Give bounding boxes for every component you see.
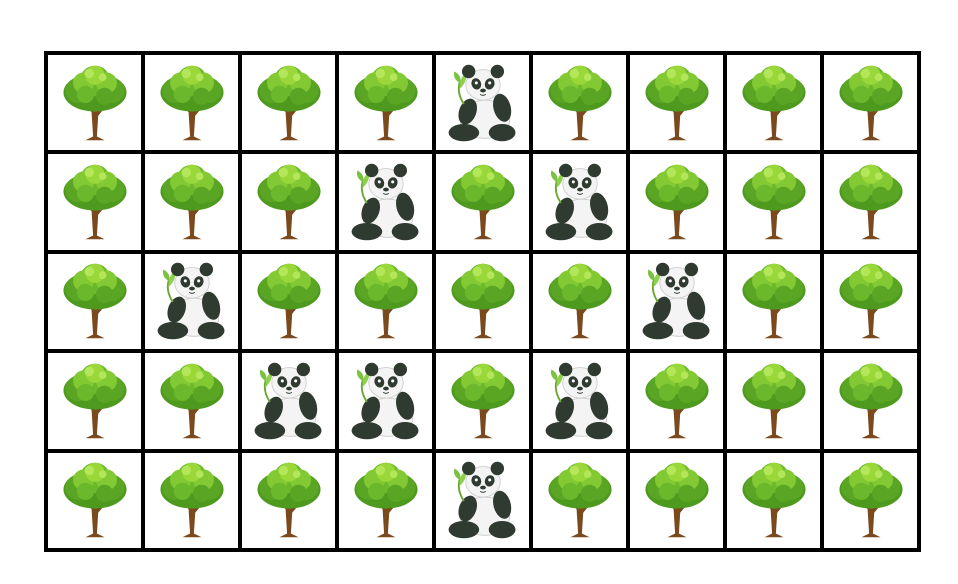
game-board — [44, 51, 921, 552]
tree-icon — [541, 457, 619, 543]
tree-icon — [735, 60, 813, 146]
tree-icon — [444, 159, 522, 245]
board-cell-r4-c3[interactable] — [242, 353, 335, 449]
panda-icon — [638, 258, 716, 344]
board-cell-r3-c7[interactable] — [630, 253, 723, 350]
board-cell-r5-c1[interactable] — [48, 452, 141, 548]
board-cell-r4-c2[interactable] — [145, 353, 238, 449]
tree-icon — [347, 457, 425, 543]
panda-icon — [444, 457, 522, 543]
tree-icon — [832, 159, 910, 245]
tree-icon — [153, 358, 231, 444]
board-cell-r5-c7[interactable] — [630, 452, 723, 548]
tree-icon — [56, 457, 134, 543]
tree-icon — [444, 358, 522, 444]
board-cell-r5-c2[interactable] — [145, 452, 238, 548]
board-cell-r1-c4[interactable] — [339, 55, 432, 151]
board-cell-r4-c9[interactable] — [824, 353, 917, 449]
tree-icon — [832, 60, 910, 146]
board-cell-r4-c1[interactable] — [48, 353, 141, 449]
board-cell-r1-c1[interactable] — [48, 55, 141, 151]
tree-icon — [541, 60, 619, 146]
board-cell-r4-c6[interactable] — [533, 353, 626, 449]
board-cell-r5-c8[interactable] — [727, 452, 820, 548]
board-cell-r3-c4[interactable] — [339, 253, 432, 350]
tree-icon — [153, 60, 231, 146]
tree-icon — [56, 159, 134, 245]
panda-icon — [541, 159, 619, 245]
board-cell-r1-c5[interactable] — [436, 55, 529, 151]
tree-icon — [638, 358, 716, 444]
board-cell-r4-c4[interactable] — [339, 353, 432, 449]
board-cell-r3-c2[interactable] — [145, 253, 238, 350]
board-cell-r2-c3[interactable] — [242, 154, 335, 250]
panda-icon — [347, 358, 425, 444]
board-cell-r1-c2[interactable] — [145, 55, 238, 151]
panda-icon — [153, 258, 231, 344]
tree-icon — [250, 457, 328, 543]
panda-icon — [541, 358, 619, 444]
board-cell-r2-c2[interactable] — [145, 154, 238, 250]
board-cell-r2-c1[interactable] — [48, 154, 141, 250]
tree-icon — [444, 258, 522, 344]
tree-icon — [832, 258, 910, 344]
tree-icon — [250, 258, 328, 344]
tree-icon — [250, 60, 328, 146]
board-cell-r2-c8[interactable] — [727, 154, 820, 250]
board-cell-r3-c1[interactable] — [48, 253, 141, 350]
tree-icon — [541, 258, 619, 344]
tree-icon — [56, 258, 134, 344]
board-cell-r1-c9[interactable] — [824, 55, 917, 151]
tree-icon — [638, 159, 716, 245]
tree-icon — [638, 457, 716, 543]
board-cell-r2-c6[interactable] — [533, 154, 626, 250]
board-cell-r5-c5[interactable] — [436, 452, 529, 548]
tree-icon — [735, 457, 813, 543]
board-cell-r5-c9[interactable] — [824, 452, 917, 548]
board-cell-r4-c7[interactable] — [630, 353, 723, 449]
tree-icon — [735, 258, 813, 344]
board-cell-r5-c6[interactable] — [533, 452, 626, 548]
board-cell-r2-c4[interactable] — [339, 154, 432, 250]
panda-icon — [347, 159, 425, 245]
tree-icon — [153, 457, 231, 543]
panda-icon — [250, 358, 328, 444]
board-cell-r1-c3[interactable] — [242, 55, 335, 151]
tree-icon — [347, 60, 425, 146]
board-cell-r1-c7[interactable] — [630, 55, 723, 151]
tree-icon — [56, 60, 134, 146]
board-cell-r2-c9[interactable] — [824, 154, 917, 250]
board-cell-r5-c4[interactable] — [339, 452, 432, 548]
tree-icon — [250, 159, 328, 245]
tree-icon — [56, 358, 134, 444]
board-cell-r3-c5[interactable] — [436, 253, 529, 350]
board-cell-r3-c3[interactable] — [242, 253, 335, 350]
tree-icon — [638, 60, 716, 146]
board-cell-r2-c7[interactable] — [630, 154, 723, 250]
board-cell-r1-c8[interactable] — [727, 55, 820, 151]
board-cell-r2-c5[interactable] — [436, 154, 529, 250]
tree-icon — [832, 457, 910, 543]
tree-icon — [153, 159, 231, 245]
tree-icon — [347, 258, 425, 344]
board-cell-r4-c8[interactable] — [727, 353, 820, 449]
board-cell-r5-c3[interactable] — [242, 452, 335, 548]
panda-icon — [444, 60, 522, 146]
tree-icon — [735, 159, 813, 245]
tree-icon — [735, 358, 813, 444]
board-cell-r3-c6[interactable] — [533, 253, 626, 350]
board-cell-r3-c9[interactable] — [824, 253, 917, 350]
board-cell-r3-c8[interactable] — [727, 253, 820, 350]
board-cell-r4-c5[interactable] — [436, 353, 529, 449]
tree-icon — [832, 358, 910, 444]
board-cell-r1-c6[interactable] — [533, 55, 626, 151]
